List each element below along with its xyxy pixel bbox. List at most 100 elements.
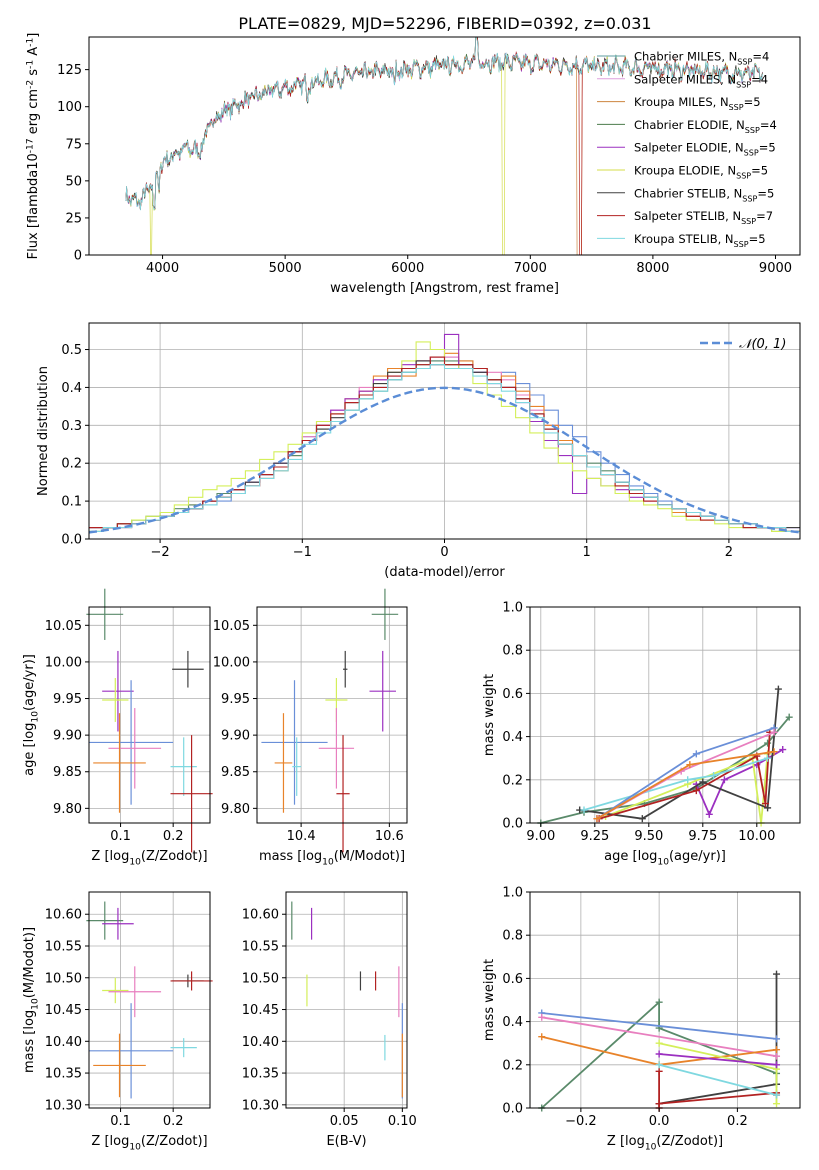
y-tick-label: 10.00 (213, 655, 250, 670)
error-bar-point (170, 971, 213, 991)
weight-marker (655, 1100, 663, 1108)
x-tick-label: 6000 (391, 261, 424, 276)
weight-marker (773, 1052, 781, 1060)
y-tick-label: 9.95 (53, 692, 82, 707)
x-tick-label: 9.00 (526, 829, 555, 844)
weight-series-line (541, 1012, 777, 1040)
y-tick-label: 0.5 (61, 343, 82, 358)
weight-marker (655, 1039, 663, 1047)
x-tick-label: 0.05 (330, 1114, 359, 1129)
y-tick-label: 0.8 (502, 644, 523, 659)
y-tick-label: 10.00 (45, 655, 82, 670)
weight-marker (773, 1061, 781, 1069)
x-tick-label: 5000 (269, 261, 302, 276)
x-axis-label: Z [log10(Z/Zodot)] (91, 849, 207, 868)
spectrum-lines (125, 37, 763, 255)
x-tick-label: −0.2 (565, 1114, 597, 1129)
error-bar-point (336, 735, 350, 853)
x-tick-label: −2 (151, 545, 170, 560)
weight-marker (692, 750, 700, 758)
weight-marker (684, 776, 692, 784)
weight-marker (655, 1050, 663, 1058)
x-tick-label: 0.2 (163, 1114, 184, 1129)
weight-marker (699, 778, 707, 786)
weight-marker (785, 713, 793, 721)
figure-title: PLATE=0829, MJD=52296, FIBERID=0392, z=0… (238, 14, 651, 33)
y-tick-label: 10.35 (45, 1067, 82, 1082)
axes-frame (88, 891, 211, 1109)
weight-marker (761, 800, 769, 808)
normal-reference-curve (88, 386, 801, 534)
x-tick-label: 1 (583, 545, 591, 560)
y-tick-label: 9.90 (221, 729, 250, 744)
error-bar-point (108, 708, 162, 789)
error-bar-point (318, 708, 355, 789)
error-bar-point (89, 680, 174, 805)
x-tick-label: 4000 (146, 261, 179, 276)
error-bar-point (108, 966, 162, 1018)
y-tick-label: 10.60 (45, 908, 82, 923)
y-tick-label: 10.50 (242, 971, 279, 986)
x-tick-label: 10.4 (287, 829, 316, 844)
y-tick-label: 0.4 (502, 1015, 523, 1030)
mass-vs-EBV-panel: 0.05 0.10 10.30 10.35 10.40 10.45 10.50 10.55 10… (242, 891, 417, 1149)
y-axis-label: Normed distribution (36, 366, 51, 496)
x-tick-label: 8000 (636, 261, 669, 276)
x-tick-label: 10.00 (738, 829, 775, 844)
x-tick-label: 10.6 (375, 829, 404, 844)
error-bar-point (170, 737, 197, 796)
y-axis-label: Flux [flambda10-17 erg cm-2 s-1 A-1] (25, 33, 41, 260)
y-tick-label: 10.30 (45, 1098, 82, 1113)
weight-vs-Z-panel: −0.2 0.0 0.2 0.0 0.2 0.4 0.6 0.8 1.0 Z [log10(Z/Z… (482, 886, 801, 1153)
error-bar-point (89, 1003, 174, 1099)
weight-marker (774, 685, 782, 693)
weight-marker (580, 806, 588, 814)
weight-marker (773, 1091, 781, 1099)
error-bar-point (292, 737, 302, 796)
x-tick-label: 2 (725, 545, 733, 560)
age-vs-mass-panel: 10.4 10.6 9.80 9.85 9.90 9.95 10.00 10.05 mass [… (213, 588, 408, 868)
weight-marker (538, 1033, 546, 1041)
x-axis-label: Z [log10(Z/Zodot)] (607, 1134, 723, 1153)
weight-series-line (583, 757, 768, 811)
error-bar-point (93, 713, 146, 813)
weight-marker (655, 1067, 663, 1075)
error-bar-point (102, 907, 134, 940)
error-bar-point (261, 680, 328, 805)
y-tick-label: 0.2 (502, 1058, 523, 1073)
weight-marker (686, 761, 694, 769)
spectrum-panel: Chabrier MILES, NSSP=4 Salpeter MILES, NS… (25, 33, 801, 296)
y-tick-label: 0.0 (502, 1102, 523, 1117)
axes-frame (529, 606, 801, 824)
axes-frame (285, 891, 408, 1109)
y-tick-label: 9.85 (53, 765, 82, 780)
y-tick-label: 0.1 (61, 495, 82, 510)
error-bar-point (102, 678, 129, 722)
y-tick-label: 9.90 (53, 729, 82, 744)
weight-marker (593, 815, 601, 823)
y-tick-label: 9.95 (221, 692, 250, 707)
legend-label: Chabrier STELIB, NSSP=5 (634, 186, 774, 203)
y-tick-label: 10.45 (242, 1003, 279, 1018)
y-tick-label: 9.80 (53, 802, 82, 817)
x-tick-label: 0 (440, 545, 448, 560)
weight-marker (538, 1013, 546, 1021)
weight-marker (655, 998, 663, 1006)
histogram-step (89, 341, 800, 532)
y-tick-label: 25 (65, 211, 82, 226)
residuals-panel: 𝒩(0, 1) −2 −1 0 1 2 0.0 0.1 0.2 0.3 0.4 0.5 (data-mo… (36, 322, 801, 580)
legend-label: Chabrier ELODIE, NSSP=4 (634, 118, 777, 135)
y-tick-label: 10.50 (45, 971, 82, 986)
spectrum-series-line (125, 37, 763, 211)
error-bar-point (172, 650, 204, 688)
x-tick-label: 9000 (759, 261, 792, 276)
axes-frame (88, 606, 211, 824)
y-tick-label: 0.4 (61, 381, 82, 396)
error-bar-point (170, 735, 213, 853)
x-tick-label: 0.2 (727, 1114, 748, 1129)
x-axis-label: (data-model)/error (384, 565, 505, 580)
y-tick-label: 125 (57, 63, 82, 78)
weight-series-line (541, 1016, 777, 1058)
x-tick-label: 0.2 (163, 829, 184, 844)
y-tick-label: 10.35 (242, 1067, 279, 1082)
